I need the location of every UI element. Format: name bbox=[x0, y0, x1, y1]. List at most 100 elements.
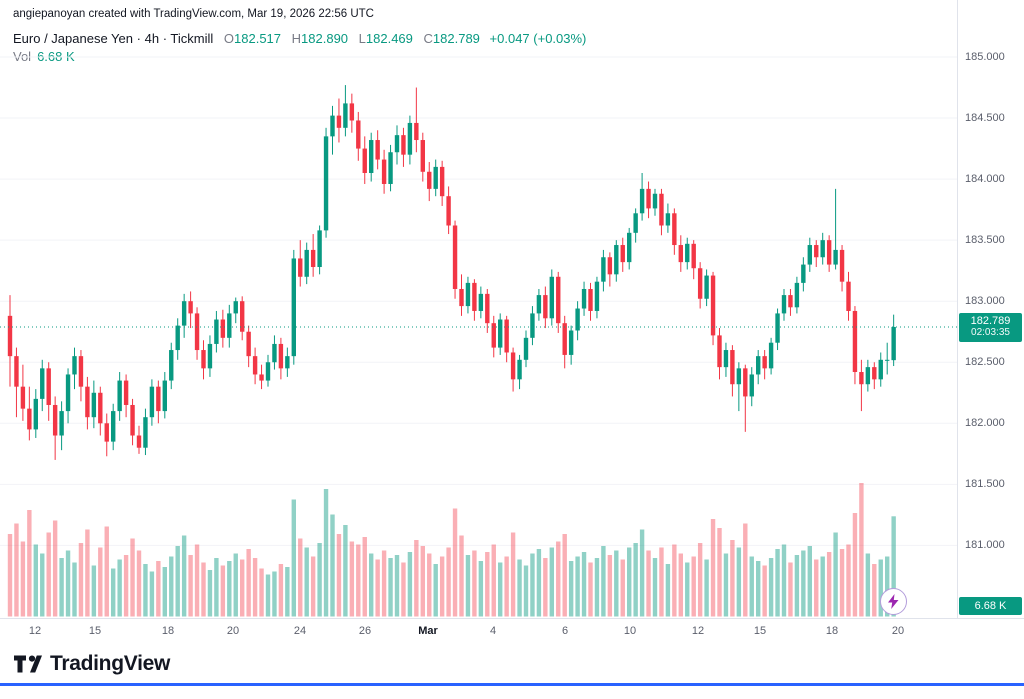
volume-bar bbox=[201, 562, 206, 617]
interval-label[interactable]: 4h bbox=[144, 31, 160, 46]
volume-bar bbox=[349, 541, 355, 617]
volume-bar bbox=[252, 558, 258, 617]
volume-bar bbox=[685, 562, 690, 617]
time-axis-tick: 18 bbox=[161, 625, 175, 637]
volume-bar bbox=[736, 547, 742, 617]
volume-bar bbox=[633, 543, 638, 617]
volume-bar bbox=[162, 567, 167, 617]
volume-bar bbox=[826, 552, 832, 617]
candle-body bbox=[633, 213, 638, 233]
volume-bar bbox=[523, 565, 529, 617]
volume-bar bbox=[491, 544, 496, 617]
volume-bar bbox=[723, 553, 729, 617]
volume-bar bbox=[14, 523, 19, 617]
candle-body bbox=[323, 136, 329, 231]
candle-body bbox=[568, 330, 574, 355]
volume-bar bbox=[891, 516, 896, 617]
volume-bar bbox=[420, 546, 425, 617]
volume-bar bbox=[214, 558, 219, 617]
volume-bar bbox=[375, 559, 380, 617]
volume-bar bbox=[272, 571, 277, 617]
candle-body bbox=[807, 245, 812, 265]
candle-body bbox=[278, 343, 284, 369]
volume-bar bbox=[439, 556, 445, 617]
volume-bar bbox=[872, 564, 877, 617]
change-value: +0.047 (+0.03%) bbox=[489, 31, 587, 46]
time-axis[interactable]: 12 15 18 20 24 26 Mar 4 6 10 12 15 18 20 bbox=[0, 618, 1024, 644]
candle-body bbox=[407, 122, 413, 155]
candle-body bbox=[143, 417, 148, 448]
volume-bar bbox=[814, 559, 819, 617]
boost-button[interactable] bbox=[880, 588, 907, 615]
volume-bar bbox=[794, 555, 800, 617]
bar-countdown: 02:03:35 bbox=[971, 326, 1010, 338]
volume-bar bbox=[756, 561, 761, 617]
volume-bar bbox=[381, 550, 387, 617]
candle-body bbox=[227, 313, 232, 338]
volume-bar bbox=[510, 532, 516, 617]
time-axis-tick: 26 bbox=[358, 625, 372, 637]
candle-body bbox=[317, 230, 322, 268]
volume-bar bbox=[85, 529, 90, 617]
volume-bar bbox=[181, 535, 187, 617]
volume-bar bbox=[194, 544, 200, 617]
tradingview-logo-text: TradingView bbox=[50, 652, 171, 675]
candle-body bbox=[78, 356, 84, 387]
candle-body bbox=[123, 380, 129, 405]
candle-body bbox=[349, 103, 355, 121]
tradingview-logo-icon bbox=[14, 655, 42, 673]
volume-bar bbox=[78, 543, 84, 617]
price-axis[interactable]: 185.000 184.500 184.000 183.500 183.000 182.5… bbox=[957, 0, 1024, 618]
volume-bar bbox=[762, 565, 767, 617]
volume-bar bbox=[446, 547, 451, 617]
tradingview-logo[interactable]: TradingView bbox=[14, 652, 170, 676]
volume-bar bbox=[478, 561, 484, 617]
candle-body bbox=[478, 293, 484, 311]
candle-body bbox=[369, 140, 374, 173]
candle-body bbox=[356, 120, 361, 149]
volume-bar bbox=[233, 553, 238, 617]
candle-body bbox=[291, 258, 296, 357]
volume-bar bbox=[278, 564, 284, 617]
volume-bar bbox=[536, 549, 542, 617]
volume-bar bbox=[20, 541, 26, 617]
candle-body bbox=[91, 392, 97, 418]
candle-body bbox=[517, 359, 522, 380]
low-label: L bbox=[358, 31, 366, 46]
symbol-legend[interactable]: Euro / Japanese Yen · 4h · Tickmill O182… bbox=[13, 31, 587, 46]
candle-body bbox=[465, 282, 471, 307]
volume-bar bbox=[117, 559, 122, 617]
symbol-name[interactable]: Euro / Japanese Yen bbox=[13, 31, 133, 46]
candle-body bbox=[826, 240, 832, 265]
volume-bar bbox=[265, 574, 271, 617]
volume-bar bbox=[104, 526, 109, 617]
candle-body bbox=[485, 293, 490, 324]
candle-body bbox=[420, 140, 425, 172]
volume-bar bbox=[839, 549, 845, 617]
candle-body bbox=[7, 315, 13, 357]
candle-body bbox=[768, 342, 774, 369]
candle-body bbox=[562, 323, 567, 355]
candle-body bbox=[310, 249, 316, 268]
volume-bar bbox=[749, 556, 754, 617]
volume-bar bbox=[788, 562, 793, 617]
candlestick-chart[interactable] bbox=[0, 0, 957, 618]
candle-body bbox=[504, 319, 509, 353]
candle-body bbox=[362, 148, 367, 173]
volume-bar bbox=[549, 547, 554, 617]
volume-bar bbox=[310, 556, 316, 617]
candle-body bbox=[885, 359, 890, 361]
volume-bar bbox=[833, 532, 838, 617]
volume-bar bbox=[136, 550, 142, 617]
candle-body bbox=[427, 171, 432, 189]
candle-body bbox=[111, 411, 116, 442]
volume-bar bbox=[504, 556, 509, 617]
candle-body bbox=[756, 356, 761, 375]
volume-bar bbox=[781, 544, 787, 617]
candle-body bbox=[549, 276, 554, 319]
candle-body bbox=[543, 295, 548, 319]
volume-bar bbox=[472, 550, 477, 617]
volume-bar bbox=[846, 544, 851, 617]
time-axis-tick: 12 bbox=[691, 625, 705, 637]
